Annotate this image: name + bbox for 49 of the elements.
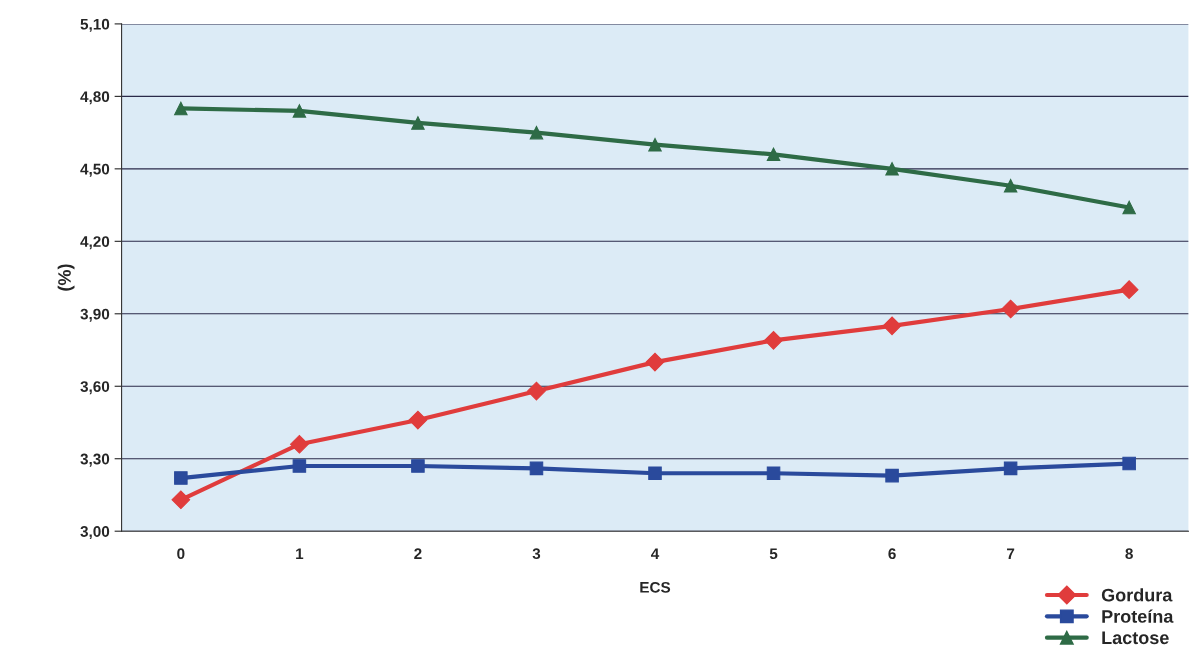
point <box>1001 299 1020 319</box>
legend-label: Gordura <box>1101 588 1173 602</box>
point <box>766 147 781 162</box>
point <box>1003 461 1018 476</box>
x-tick-label: 2 <box>414 548 422 559</box>
point <box>882 316 902 336</box>
y-tick-label: 4,80 <box>80 91 110 105</box>
y-tick-label: 3,00 <box>80 526 110 540</box>
point <box>885 162 899 176</box>
legend-label: Proteína <box>1102 609 1174 623</box>
x-tick-label: 8 <box>1125 548 1133 560</box>
point <box>408 410 428 430</box>
y-tick-label: 4,20 <box>80 236 110 250</box>
y-tick-label: 3,60 <box>80 381 110 395</box>
x-tick-label: 5 <box>769 548 778 560</box>
point <box>648 466 662 480</box>
point <box>290 434 309 454</box>
point <box>764 331 783 350</box>
y-tick-label: 3,90 <box>80 308 110 322</box>
point <box>527 381 546 401</box>
point <box>766 466 781 480</box>
x-tick-label: 7 <box>1007 548 1015 559</box>
x-tick-label: 1 <box>296 548 304 559</box>
point <box>171 490 191 510</box>
y-tick-label: 4,50 <box>80 163 110 177</box>
y-axis-title: (%) <box>57 264 75 291</box>
point <box>411 459 425 473</box>
x-tick-label: 4 <box>650 548 660 559</box>
point <box>529 461 544 476</box>
point <box>1122 456 1136 471</box>
point <box>529 125 544 140</box>
point <box>885 468 899 483</box>
point <box>292 459 307 473</box>
point <box>174 471 188 485</box>
point <box>645 352 665 372</box>
point <box>1119 280 1139 299</box>
point <box>411 116 425 130</box>
x-tick-label: 6 <box>888 548 896 560</box>
y-tick-label: 3,30 <box>80 453 110 467</box>
legend-label: Lactose <box>1102 631 1169 645</box>
point <box>1122 200 1136 215</box>
x-axis-title: ECS <box>640 581 671 593</box>
x-tick-label: 0 <box>177 548 185 560</box>
y-tick-label: 5,10 <box>80 18 110 32</box>
point <box>1003 178 1018 193</box>
x-tick-label: 3 <box>532 548 541 560</box>
point <box>292 104 307 118</box>
point <box>174 101 188 116</box>
point <box>648 137 662 152</box>
